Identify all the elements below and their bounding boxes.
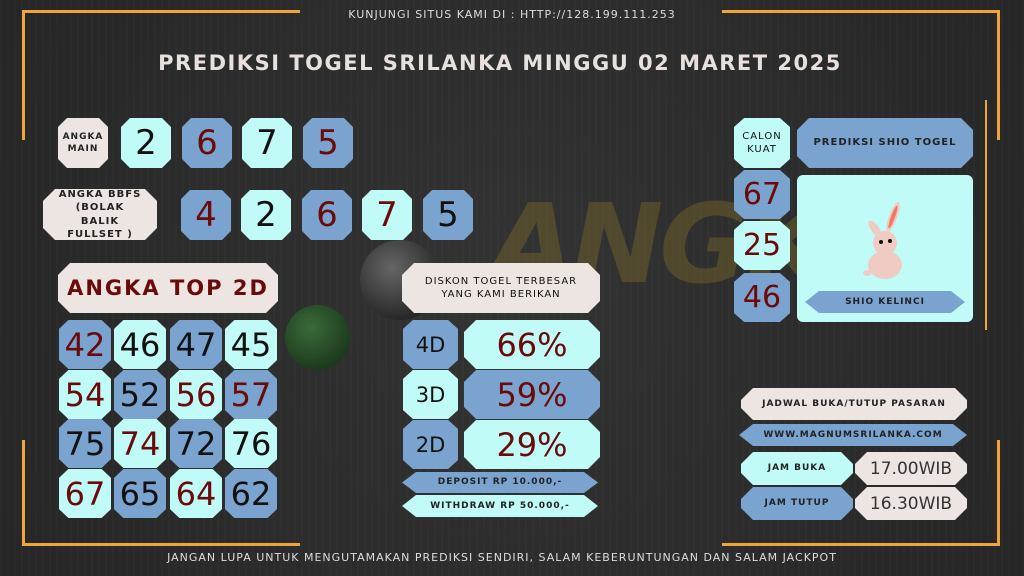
top2d-number: 74 — [114, 419, 166, 468]
calon-kuat-number: 25 — [734, 221, 790, 270]
jadwal-title: JADWAL BUKA/TUTUP PASARAN — [741, 388, 967, 420]
shio-name: SHIO KELINCI — [805, 291, 965, 313]
calon-kuat-number: 67 — [734, 170, 790, 219]
angka-main-label: ANGKA MAIN — [58, 118, 108, 168]
top2d-number: 65 — [114, 469, 166, 518]
jam-tutup-label: JAM TUTUP — [741, 487, 853, 520]
bbfs-digit: 6 — [302, 190, 352, 240]
diskon-type-2d: 2D — [403, 420, 458, 469]
frame-line — [722, 10, 1000, 13]
diskon-value-3d: 59% — [464, 370, 600, 419]
shio-title: PREDIKSI SHIO TOGEL — [797, 118, 973, 168]
frame-line — [22, 10, 25, 140]
top2d-number: 62 — [225, 469, 277, 518]
top2d-number: 54 — [59, 370, 111, 419]
diskon-type-3d: 3D — [403, 370, 458, 419]
bbfs-digit: 2 — [241, 190, 291, 240]
frame-line — [997, 440, 1000, 545]
withdraw-info: WITHDRAW RP 50.000,- — [402, 495, 598, 517]
diskon-label: DISKON TOGEL TERBESAR YANG KAMI BERIKAN — [402, 263, 600, 313]
bbfs-digit: 4 — [181, 190, 231, 240]
website-link[interactable]: WWW.MAGNUMSRILANKA.COM — [739, 424, 967, 446]
footer-text: JANGAN LUPA UNTUK MENGUTAMAKAN PREDIKSI … — [167, 551, 837, 564]
frame-line — [22, 10, 300, 13]
top2d-number: 47 — [170, 320, 222, 369]
billiard-ball-decor — [285, 305, 350, 370]
top2d-number: 57 — [225, 370, 277, 419]
angka-main-digit: 7 — [242, 118, 292, 168]
frame-line — [985, 100, 987, 330]
calon-kuat-label: CALON KUAT — [734, 118, 790, 168]
angka-main-digit: 5 — [303, 118, 353, 168]
top2d-number: 46 — [114, 320, 166, 369]
deposit-info: DEPOSIT RP 10.000,- — [402, 472, 598, 493]
top2d-number: 42 — [59, 320, 111, 369]
diskon-value-4d: 66% — [464, 320, 600, 369]
frame-line — [22, 543, 300, 546]
rabbit-icon — [863, 201, 902, 279]
top2d-number: 76 — [225, 419, 277, 468]
frame-line — [997, 10, 1000, 140]
top2d-number: 56 — [170, 370, 222, 419]
top2d-number: 75 — [59, 419, 111, 468]
angka-main-digit: 6 — [182, 118, 232, 168]
top2d-number: 52 — [114, 370, 166, 419]
diskon-type-4d: 4D — [403, 320, 458, 369]
diskon-value-2d: 29% — [464, 420, 600, 469]
calon-kuat-number: 46 — [734, 273, 790, 322]
frame-line — [722, 543, 1000, 546]
bbfs-digit: 5 — [423, 190, 473, 240]
angka-main-digit: 2 — [121, 118, 171, 168]
top2d-number: 45 — [225, 320, 277, 369]
jam-tutup-value: 16.30WIB — [855, 487, 967, 520]
page-title: PREDIKSI TOGEL SRILANKA MINGGU 02 MARET … — [158, 51, 842, 75]
bbfs-label: ANGKA BBFS (BOLAK BALIK FULLSET ) — [43, 189, 157, 240]
jam-buka-label: JAM BUKA — [741, 452, 853, 485]
visit-site-text: KUNJUNGI SITUS KAMI DI : HTTP://128.199.… — [348, 8, 676, 21]
top2d-label: ANGKA TOP 2D — [58, 263, 278, 313]
top2d-number: 67 — [59, 469, 111, 518]
top2d-number: 64 — [170, 469, 222, 518]
jam-buka-value: 17.00WIB — [855, 452, 967, 485]
bbfs-digit: 7 — [362, 190, 412, 240]
top2d-number: 72 — [170, 419, 222, 468]
frame-line — [22, 440, 25, 545]
